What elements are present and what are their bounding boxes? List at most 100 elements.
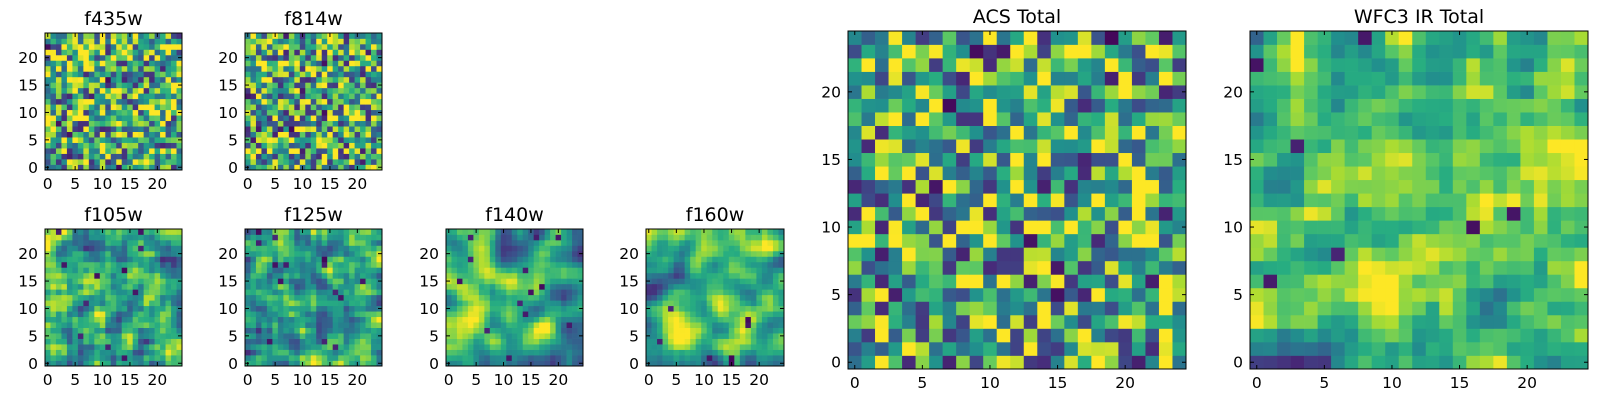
heatmap-cell — [250, 131, 257, 138]
heatmap-cell — [1358, 152, 1373, 167]
heatmap-cell — [299, 43, 306, 50]
heatmap-cell — [734, 229, 741, 235]
heatmap-cell — [66, 283, 73, 290]
heatmap-cell — [266, 289, 273, 296]
heatmap-cell — [942, 341, 957, 356]
heatmap-cell — [848, 328, 862, 343]
heatmap-cell — [105, 300, 112, 307]
heatmap-cell — [321, 120, 328, 127]
heatmap-cell — [956, 274, 971, 289]
heatmap-cell — [94, 289, 101, 296]
heatmap-cell — [277, 65, 284, 72]
heatmap-cell — [255, 120, 262, 127]
heatmap-cell — [1010, 287, 1025, 302]
heatmap-cell — [354, 82, 361, 89]
heatmap-cell — [1547, 220, 1562, 235]
heatmap-cell — [462, 250, 469, 257]
heatmap-cell — [484, 278, 491, 285]
heatmap-cell — [72, 60, 79, 67]
heatmap-cell — [662, 229, 669, 235]
heatmap-cell — [745, 245, 752, 252]
heatmap-cell — [261, 283, 268, 290]
heatmap-cell — [110, 93, 117, 100]
heatmap-cell — [712, 360, 719, 367]
heatmap-cell — [261, 137, 268, 143]
heatmap-cell — [327, 311, 334, 318]
heatmap-cell — [272, 256, 279, 263]
heatmap-cell — [127, 305, 134, 312]
heatmap-cell — [154, 327, 161, 334]
heatmap-cell — [245, 87, 251, 94]
heatmap-cell — [690, 289, 697, 296]
heatmap-cell — [176, 60, 183, 67]
heatmap-cell — [83, 234, 90, 241]
heatmap-cell — [77, 250, 84, 257]
heatmap-cell — [310, 278, 317, 285]
heatmap-cell — [116, 93, 123, 100]
heatmap-cell — [354, 131, 361, 138]
heatmap-cell — [544, 261, 551, 268]
heatmap-cell — [723, 349, 730, 356]
heatmap-cell — [349, 164, 355, 171]
heatmap-cell — [712, 300, 719, 307]
heatmap-cell — [739, 245, 746, 252]
heatmap-cell — [105, 250, 112, 257]
heatmap-cell — [1317, 166, 1332, 181]
heatmap-cell — [245, 115, 251, 122]
heatmap-cell — [143, 355, 150, 361]
heatmap-cell — [99, 115, 106, 122]
heatmap-cell — [668, 267, 674, 274]
heatmap-cell — [646, 239, 652, 246]
heatmap-cell — [717, 344, 724, 350]
heatmap-cell — [283, 115, 290, 122]
heatmap-cell — [160, 305, 166, 312]
heatmap-cell — [517, 245, 524, 252]
heatmap-cell — [354, 148, 361, 154]
heatmap-cell — [1118, 301, 1133, 316]
heatmap-cell — [83, 153, 90, 160]
heatmap-cell — [127, 234, 134, 241]
heatmap-cell — [1250, 314, 1264, 329]
heatmap-cell — [45, 344, 51, 350]
heatmap-cell — [1385, 274, 1400, 289]
heatmap-cell — [77, 159, 84, 165]
heatmap-cell — [294, 120, 301, 127]
heatmap-cell — [272, 49, 279, 56]
heatmap-cell — [1091, 341, 1106, 356]
heatmap-cell — [1064, 152, 1079, 167]
x-tick-label: 10 — [93, 175, 113, 193]
heatmap-cell — [679, 305, 685, 312]
heatmap-cell — [72, 153, 79, 160]
x-tick-label: 5 — [70, 371, 80, 389]
heatmap-cell — [1158, 355, 1173, 370]
heatmap-cell — [717, 256, 724, 263]
heatmap-cell — [1172, 58, 1187, 72]
heatmap-cell — [305, 120, 312, 127]
heatmap-cell — [250, 349, 257, 356]
heatmap-cell — [149, 120, 155, 127]
heatmap-cell — [371, 283, 377, 290]
heatmap-cell — [848, 139, 862, 154]
heatmap-cell — [110, 278, 117, 285]
heatmap-cell — [695, 327, 702, 334]
y-tick-label: 0 — [228, 355, 238, 373]
heatmap-cell — [349, 338, 355, 345]
heatmap-cell — [376, 300, 383, 307]
heatmap-cell — [528, 272, 535, 279]
heatmap-cell — [942, 247, 957, 262]
heatmap-cell — [354, 278, 361, 285]
heatmap-cell — [646, 234, 652, 241]
heatmap-cell — [511, 245, 518, 252]
heatmap-cell — [662, 338, 669, 345]
heatmap-cell — [294, 349, 301, 356]
heatmap-cell — [371, 234, 377, 241]
heatmap-cell — [132, 93, 139, 100]
heatmap-cell — [121, 137, 128, 143]
heatmap-cell — [61, 142, 68, 149]
heatmap-cell — [1358, 206, 1373, 221]
heatmap-cell — [176, 300, 183, 307]
heatmap-cell — [154, 344, 161, 350]
heatmap-cell — [500, 245, 507, 252]
